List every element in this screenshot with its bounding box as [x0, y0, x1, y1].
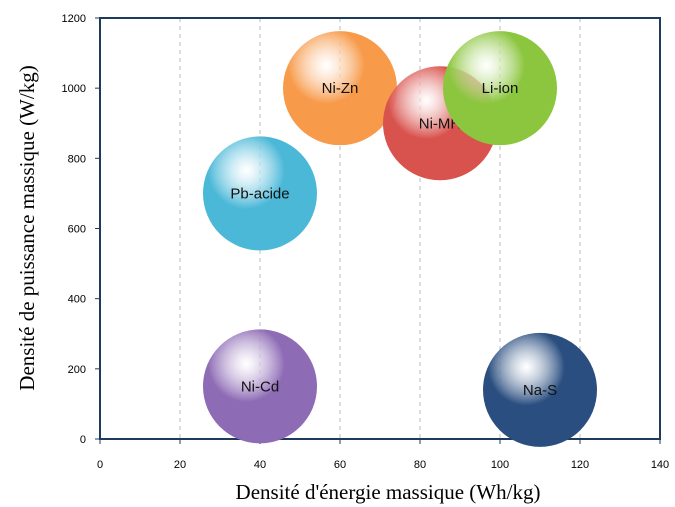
bubbles: Ni-Zn Ni-MH Li-ion Pb-acide Ni-Cd Na-S: [203, 31, 597, 447]
y-tick-label-400: 400: [68, 294, 86, 306]
bubble-ni-cd: [203, 329, 317, 444]
y-axis-title: Densité de puissance massique (W/kg): [15, 65, 39, 390]
y-tick-label-800: 800: [68, 153, 86, 165]
y-tick-label-1000: 1000: [62, 83, 86, 95]
x-tick-label-80: 80: [414, 459, 426, 471]
x-tick-label-60: 60: [334, 459, 346, 471]
x-axis-title: Densité d'énergie massique (Wh/kg): [236, 480, 541, 504]
y-tick-label-200: 200: [68, 364, 86, 376]
x-tick-label-120: 120: [571, 459, 589, 471]
bubble-label-ni-mh: Ni-MH: [419, 115, 462, 132]
x-tick-label-40: 40: [254, 459, 266, 471]
y-tick-label-0: 0: [80, 434, 86, 446]
y-tick-label-600: 600: [68, 224, 86, 236]
bubble-label-na-s: Na-S: [523, 382, 557, 399]
x-axis-ticks: 0 20 40 60 80 100 120 140: [97, 439, 669, 471]
bubble-pb-acide: [203, 136, 317, 251]
bubble-label-li-ion: Li-ion: [482, 80, 519, 97]
bubble-na-s: [483, 332, 597, 447]
x-tick-label-100: 100: [491, 459, 509, 471]
x-tick-label-0: 0: [97, 459, 103, 471]
y-axis-ticks: 0 200 400 600 800 1000 1200: [62, 13, 100, 446]
bubble-label-ni-zn: Ni-Zn: [322, 80, 359, 97]
x-tick-label-140: 140: [651, 459, 669, 471]
bubble-ni-zn: [283, 31, 397, 146]
x-tick-label-20: 20: [174, 459, 186, 471]
y-tick-label-1200: 1200: [62, 13, 86, 25]
bubble-label-ni-cd: Ni-Cd: [241, 378, 279, 395]
bubble-label-pb-acide: Pb-acide: [230, 185, 289, 202]
bubble-li-ion: [443, 31, 557, 146]
